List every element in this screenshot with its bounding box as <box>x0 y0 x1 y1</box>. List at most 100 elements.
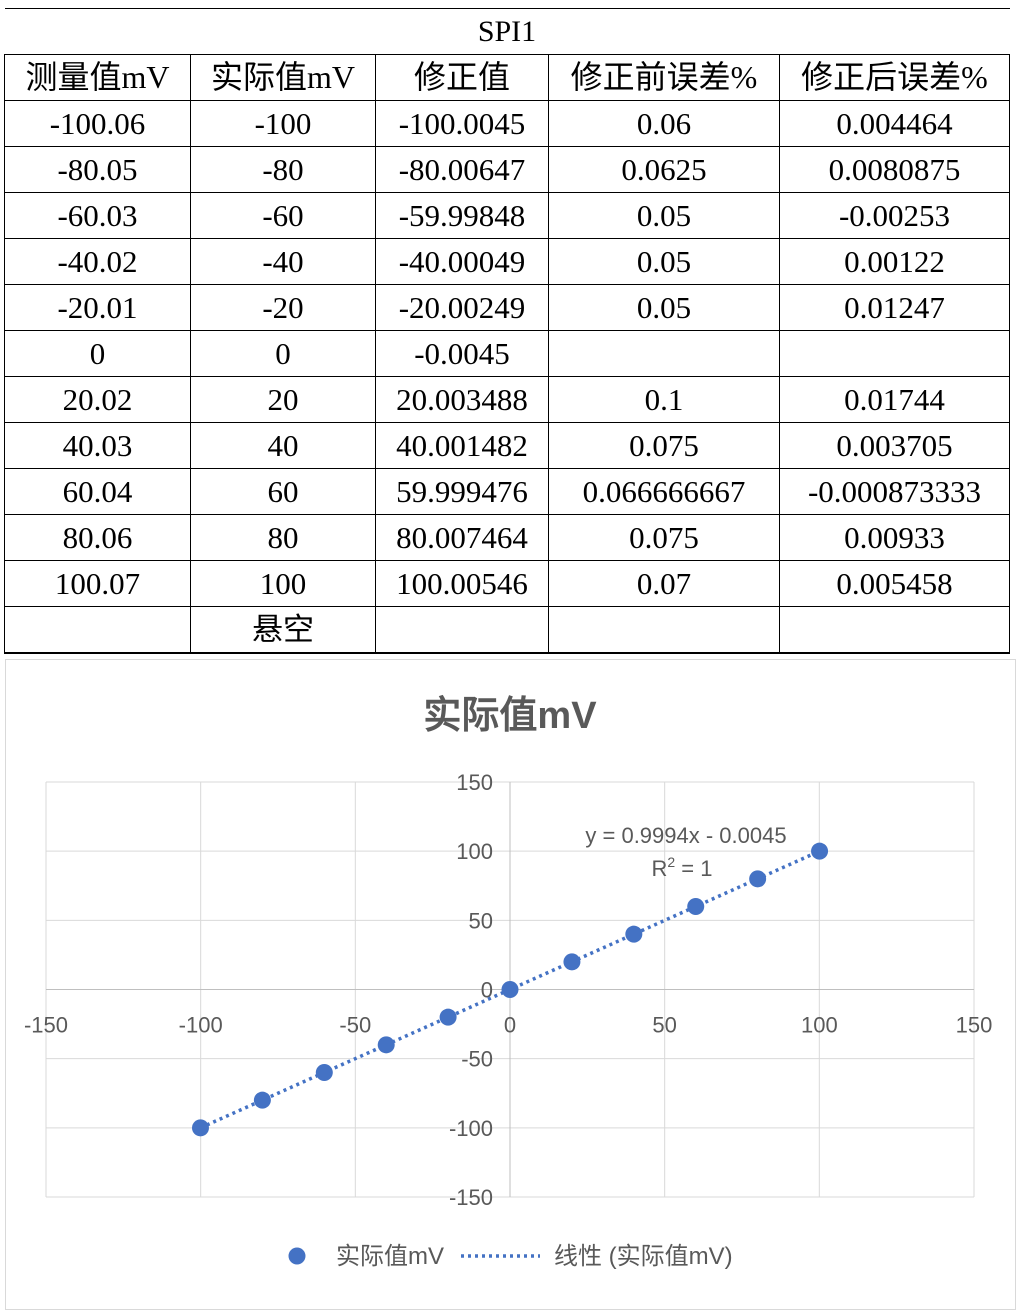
table-cell[interactable]: -60 <box>190 192 376 239</box>
table-cell[interactable]: -0.00253 <box>779 192 1010 239</box>
table-cell[interactable]: -100 <box>190 100 376 147</box>
table-cell[interactable]: 0 <box>4 330 191 377</box>
table-cell[interactable]: -59.99848 <box>375 192 549 239</box>
table-cell[interactable]: 0.0080875 <box>779 146 1010 193</box>
table-cell[interactable]: 0.01247 <box>779 284 1010 331</box>
table-row: 悬空 <box>4 606 1010 654</box>
table-cell[interactable] <box>779 606 1010 654</box>
table-cell[interactable]: -80.00647 <box>375 146 549 193</box>
table-cell[interactable]: 40.001482 <box>375 422 549 469</box>
table-cell[interactable]: 40 <box>190 422 376 469</box>
table-cell[interactable]: 0.004464 <box>779 100 1010 147</box>
table-row: -40.02 -40 -40.00049 0.05 0.00122 <box>4 238 1010 285</box>
legend-trendline-label: 线性 (实际值mV) <box>554 1243 733 1270</box>
data-point[interactable] <box>563 953 581 971</box>
column-header[interactable]: 修正后误差% <box>779 54 1010 101</box>
table-row: 100.07 100 100.00546 0.07 0.005458 <box>4 560 1010 607</box>
table-cell[interactable]: 100 <box>190 560 376 607</box>
data-point[interactable] <box>315 1064 333 1081</box>
chart-area[interactable]: 实际值mV -150 -100 -50 0 50 100 150 -150 -100 -50 0 50 1… <box>5 659 1016 1310</box>
legend: 实际值mV 线性 (实际值mV) <box>288 1243 733 1270</box>
table-row: 80.06 80 80.007464 0.075 0.00933 <box>4 514 1010 561</box>
y-tick-label: -50 <box>461 1047 493 1072</box>
table-cell[interactable]: -40 <box>190 238 376 285</box>
table-cell[interactable]: -20 <box>190 284 376 331</box>
y-tick-label: 150 <box>456 770 493 795</box>
table-cell[interactable]: 40.03 <box>4 422 191 469</box>
table-cell[interactable] <box>4 606 191 654</box>
table-cell[interactable]: 0.005458 <box>779 560 1010 607</box>
table-cell[interactable]: 0.05 <box>548 284 780 331</box>
data-point[interactable] <box>687 898 705 915</box>
table-title-row: SPI1 <box>4 8 1010 55</box>
table-cell[interactable]: 悬空 <box>190 606 376 654</box>
table-cell[interactable]: 0.075 <box>548 514 780 561</box>
table-cell[interactable]: 80.06 <box>4 514 191 561</box>
legend-series-label: 实际值mV <box>336 1243 444 1270</box>
table-cell[interactable]: 0.1 <box>548 376 780 423</box>
table-row: -20.01 -20 -20.00249 0.05 0.01247 <box>4 284 1010 331</box>
r-squared-label: R2 = 1 <box>652 854 713 881</box>
y-tick-label: 0 <box>481 978 493 1003</box>
data-point[interactable] <box>377 1036 395 1054</box>
y-tick-label: -150 <box>449 1185 493 1210</box>
data-table: SPI1 测量值mV 实际值mV 修正值 修正前误差% 修正后误差% -100.06 -100… <box>4 8 1010 654</box>
table-cell[interactable]: 20.003488 <box>375 376 549 423</box>
table-cell[interactable]: 0.06 <box>548 100 780 147</box>
data-point[interactable] <box>811 842 829 860</box>
table-cell[interactable]: -0.0045 <box>375 330 549 377</box>
column-header[interactable]: 修正值 <box>375 54 549 101</box>
table-row: 20.02 20 20.003488 0.1 0.01744 <box>4 376 1010 423</box>
table-cell[interactable]: 0.00122 <box>779 238 1010 285</box>
table-cell[interactable]: 0.066666667 <box>548 468 780 515</box>
table-cell[interactable]: 100.00546 <box>375 560 549 607</box>
column-header[interactable]: 测量值mV <box>4 54 191 101</box>
table-cell[interactable] <box>779 330 1010 377</box>
table-cell[interactable]: 0.003705 <box>779 422 1010 469</box>
table-cell[interactable]: 0.05 <box>548 238 780 285</box>
table-cell[interactable]: -20.00249 <box>375 284 549 331</box>
table-row: -100.06 -100 -100.0045 0.06 0.004464 <box>4 100 1010 147</box>
table-row: 40.03 40 40.001482 0.075 0.003705 <box>4 422 1010 469</box>
table-cell[interactable]: 0.07 <box>548 560 780 607</box>
table-cell[interactable]: -40.02 <box>4 238 191 285</box>
data-point[interactable] <box>625 925 643 943</box>
table-cell[interactable]: -80 <box>190 146 376 193</box>
table-cell[interactable]: 20.02 <box>4 376 191 423</box>
legend-marker-icon <box>288 1247 306 1265</box>
table-cell[interactable]: 0.075 <box>548 422 780 469</box>
table-cell[interactable]: 0.00933 <box>779 514 1010 561</box>
table-cell[interactable] <box>375 606 549 654</box>
table-cell[interactable]: 60.04 <box>4 468 191 515</box>
y-tick-label: 100 <box>456 839 493 864</box>
table-cell[interactable] <box>548 330 780 377</box>
chart-title: 实际值mV <box>423 695 597 737</box>
table-cell[interactable]: 0.05 <box>548 192 780 239</box>
data-point[interactable] <box>749 870 767 888</box>
table-cell[interactable]: 0.0625 <box>548 146 780 193</box>
column-header[interactable]: 修正前误差% <box>548 54 780 101</box>
data-point[interactable] <box>253 1091 271 1109</box>
column-header[interactable]: 实际值mV <box>190 54 376 101</box>
table-cell[interactable]: 60 <box>190 468 376 515</box>
table-cell[interactable]: -100.06 <box>4 100 191 147</box>
table-cell[interactable]: 20 <box>190 376 376 423</box>
table-cell[interactable]: 59.999476 <box>375 468 549 515</box>
data-point[interactable] <box>501 981 519 998</box>
data-point[interactable] <box>439 1008 457 1026</box>
table-cell[interactable]: 0.01744 <box>779 376 1010 423</box>
table-cell[interactable]: -100.0045 <box>375 100 549 147</box>
table-title[interactable]: SPI1 <box>4 8 1010 55</box>
table-cell[interactable]: -0.000873333 <box>779 468 1010 515</box>
table-cell[interactable] <box>548 606 780 654</box>
table-cell[interactable]: -40.00049 <box>375 238 549 285</box>
x-tick-label: 150 <box>956 1013 993 1038</box>
table-cell[interactable]: -80.05 <box>4 146 191 193</box>
table-cell[interactable]: 80 <box>190 514 376 561</box>
data-point[interactable] <box>191 1119 209 1137</box>
table-cell[interactable]: 100.07 <box>4 560 191 607</box>
table-cell[interactable]: -60.03 <box>4 192 191 239</box>
table-cell[interactable]: 80.007464 <box>375 514 549 561</box>
table-cell[interactable]: 0 <box>190 330 376 377</box>
table-cell[interactable]: -20.01 <box>4 284 191 331</box>
